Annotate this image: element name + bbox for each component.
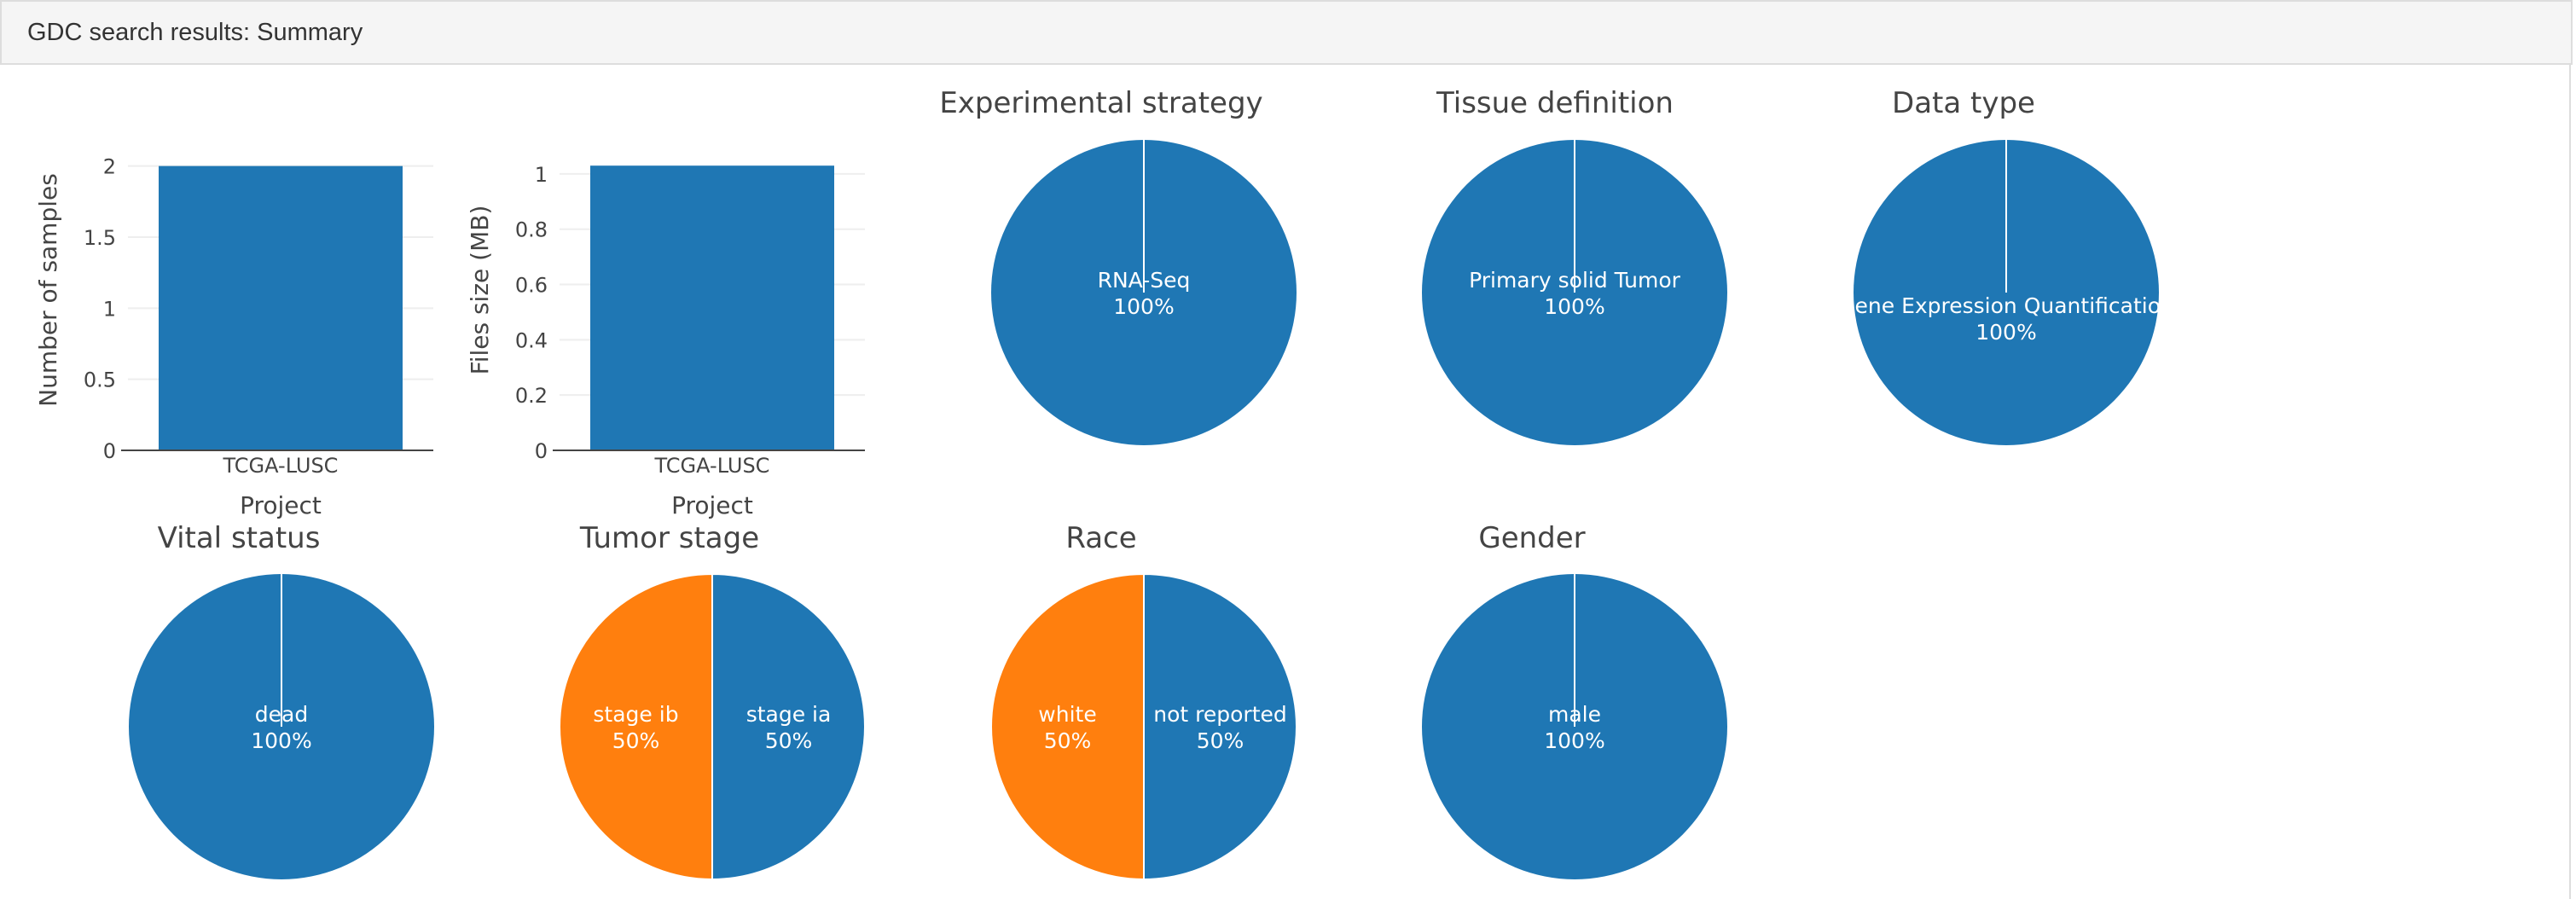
pie-slice-label: Gene Expression Quantification [1838,293,2174,318]
pie-slice-label: dead [255,702,308,727]
pie-percent-label: 100% [1113,294,1174,319]
pie-slice [559,572,713,881]
pie-slice-label: male [1548,702,1601,727]
bar [590,165,834,450]
panel-title: GDC search results: Summary [27,19,363,46]
pie-slice [990,572,1145,881]
pie-slice-label: not reported [1153,702,1287,727]
x-tick-label: TCGA-LUSC [654,454,770,478]
pie-percent-label: 50% [765,728,813,753]
y-tick-label: 1.5 [84,226,116,250]
y-tick-label: 0.8 [515,218,548,242]
y-tick-label: 0 [103,439,116,463]
pie-slice [1143,572,1297,881]
x-tick-label: TCGA-LUSC [223,454,339,478]
pie-percent-label: 50% [1044,728,1092,753]
panel-border [2569,65,2571,899]
pie-title: Experimental strategy [939,86,1262,120]
y-tick-label: 0.5 [84,368,116,392]
pie-slice-label: stage ia [746,702,832,727]
pie-percent-label: 100% [1544,294,1604,319]
pie-percent-label: 100% [251,728,311,753]
y-tick-label: 0.2 [515,384,548,408]
pie-title: Vital status [158,521,321,555]
pie-title: Data type [1892,86,2035,120]
y-tick-label: 1 [103,297,116,321]
y-tick-label: 0.6 [515,274,548,298]
pie-title: Tissue definition [1436,86,1674,120]
y-tick-label: 0.4 [515,328,548,352]
y-axis-title: Files size (MB) [466,206,494,375]
y-tick-label: 2 [103,155,116,179]
pie-slice [711,572,866,881]
panel-heading: GDC search results: Summary [0,0,2573,65]
pie-title: Tumor stage [579,521,759,555]
bar [159,165,403,450]
pie-title: Gender [1478,521,1585,555]
pie-title: Race [1065,521,1136,555]
pie-slice-label: white [1038,702,1096,727]
x-axis-title: Project [671,491,753,519]
x-axis-title: Project [240,491,322,519]
pie-percent-label: 100% [1976,320,2036,345]
pie-slice-label: stage ib [593,702,678,727]
y-tick-label: 0 [535,439,548,463]
pie-percent-label: 50% [612,728,660,753]
pie-percent-label: 100% [1544,728,1604,753]
pie-slice-label: RNA-Seq [1098,268,1191,293]
pie-percent-label: 50% [1197,728,1244,753]
pie-slice-label: Primary solid Tumor [1469,268,1681,293]
y-tick-label: 1 [535,163,548,187]
y-axis-title: Number of samples [34,173,62,407]
